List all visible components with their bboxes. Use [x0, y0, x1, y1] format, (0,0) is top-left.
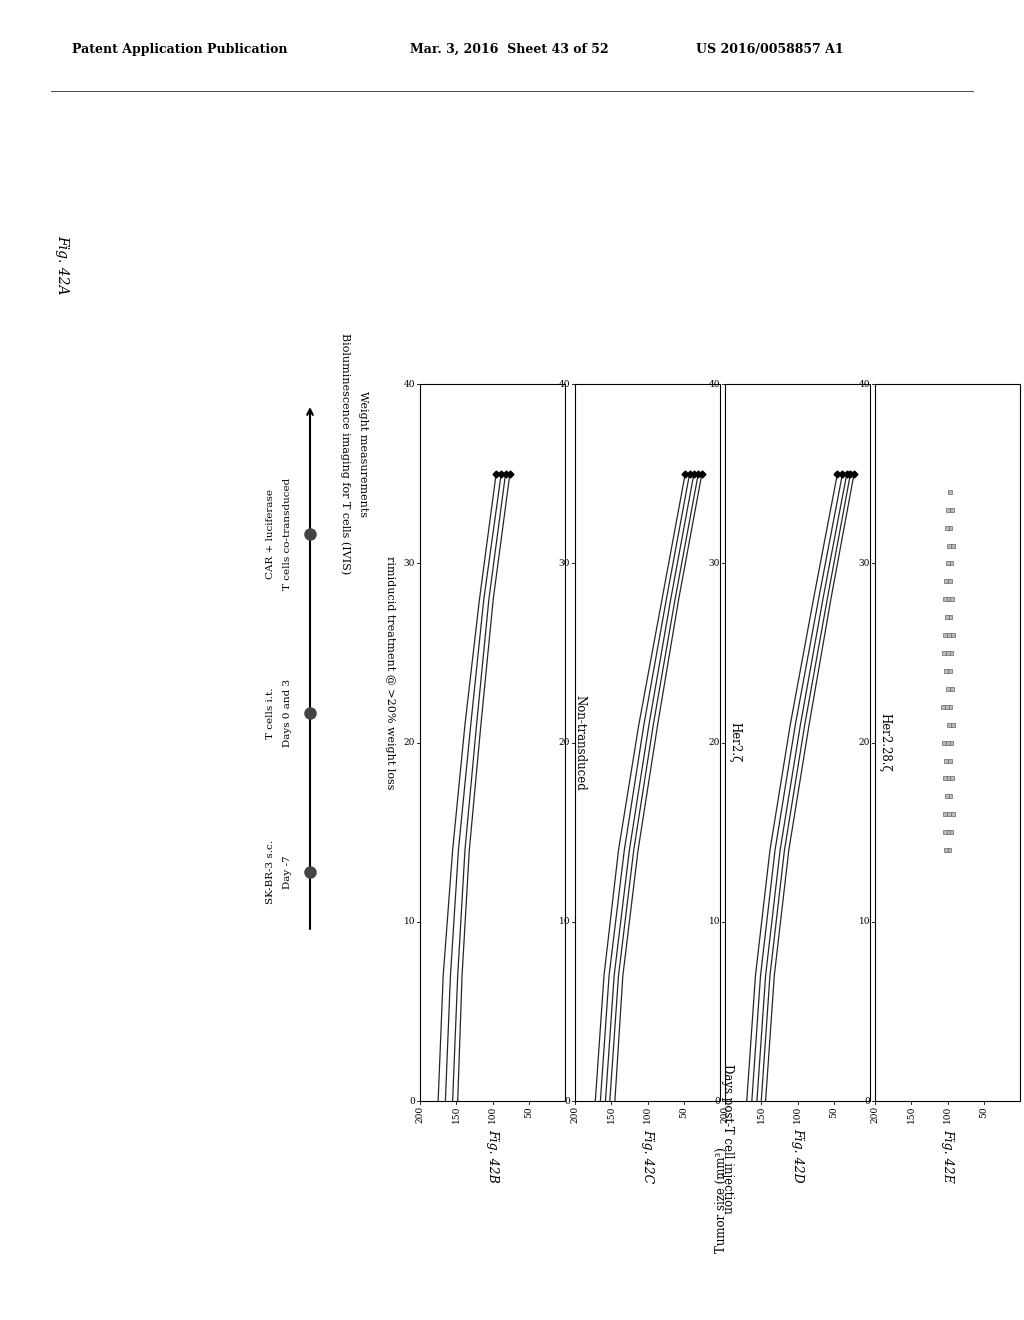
Text: 150: 150	[757, 1106, 766, 1123]
Text: 100: 100	[643, 1106, 652, 1123]
Text: T cells i.t.: T cells i.t.	[266, 686, 275, 739]
Text: Fig. 42E: Fig. 42E	[941, 1129, 954, 1183]
Text: Patent Application Publication: Patent Application Publication	[72, 44, 287, 55]
Text: 40: 40	[558, 380, 570, 389]
Text: 30: 30	[559, 558, 570, 568]
Text: 100: 100	[793, 1106, 802, 1123]
Text: SK-BR-3 s.c.: SK-BR-3 s.c.	[266, 840, 275, 904]
Text: 40: 40	[858, 380, 870, 389]
Text: 150: 150	[906, 1106, 915, 1123]
Text: 0: 0	[564, 1097, 570, 1106]
Text: 150: 150	[607, 1106, 615, 1123]
Text: 50: 50	[979, 1106, 988, 1118]
Text: 0: 0	[410, 1097, 415, 1106]
Text: Day -7: Day -7	[283, 855, 292, 888]
Text: 40: 40	[709, 380, 720, 389]
Text: 10: 10	[709, 917, 720, 927]
Text: Bioluminescence imaging for T cells (IVIS): Bioluminescence imaging for T cells (IVI…	[340, 334, 350, 574]
Text: 30: 30	[403, 558, 415, 568]
Text: 10: 10	[858, 917, 870, 927]
Text: Non-transduced: Non-transduced	[573, 694, 586, 791]
Text: Tumor size (mm³): Tumor size (mm³)	[715, 1147, 728, 1254]
Text: 50: 50	[679, 1106, 688, 1118]
Text: 50: 50	[829, 1106, 839, 1118]
Text: Weight measurements: Weight measurements	[358, 391, 368, 517]
Text: 50: 50	[524, 1106, 534, 1118]
Text: Days post-T cell injection: Days post-T cell injection	[721, 1064, 734, 1213]
Text: 200: 200	[570, 1106, 580, 1123]
Text: 30: 30	[859, 558, 870, 568]
Text: T cells co-transduced: T cells co-transduced	[283, 478, 292, 590]
Text: 20: 20	[559, 738, 570, 747]
Text: 200: 200	[721, 1106, 729, 1123]
Text: 20: 20	[709, 738, 720, 747]
Text: CAR + luciferase: CAR + luciferase	[266, 488, 275, 578]
Text: 150: 150	[452, 1106, 461, 1123]
Text: Days 0 and 3: Days 0 and 3	[283, 678, 292, 747]
Text: Fig. 42C: Fig. 42C	[641, 1129, 654, 1183]
Text: Fig. 42B: Fig. 42B	[486, 1129, 499, 1183]
Text: 20: 20	[859, 738, 870, 747]
Text: 100: 100	[943, 1106, 952, 1123]
Text: 0: 0	[864, 1097, 870, 1106]
Text: Her2.ζ: Her2.ζ	[728, 722, 741, 763]
Text: 40: 40	[403, 380, 415, 389]
Text: 20: 20	[403, 738, 415, 747]
Text: Her2.28.ζ: Her2.28.ζ	[878, 713, 891, 772]
Text: 10: 10	[558, 917, 570, 927]
Text: Fig. 42A: Fig. 42A	[55, 235, 69, 294]
Text: 100: 100	[488, 1106, 497, 1123]
Text: 200: 200	[870, 1106, 880, 1123]
Text: US 2016/0058857 A1: US 2016/0058857 A1	[696, 44, 844, 55]
Text: Fig. 42D: Fig. 42D	[791, 1129, 804, 1183]
Text: Mar. 3, 2016  Sheet 43 of 52: Mar. 3, 2016 Sheet 43 of 52	[410, 44, 608, 55]
Text: 0: 0	[715, 1097, 720, 1106]
Text: rimiducid treatment @ >20% weight loss: rimiducid treatment @ >20% weight loss	[385, 556, 395, 789]
Text: 30: 30	[709, 558, 720, 568]
Text: 200: 200	[416, 1106, 425, 1123]
Text: 10: 10	[403, 917, 415, 927]
